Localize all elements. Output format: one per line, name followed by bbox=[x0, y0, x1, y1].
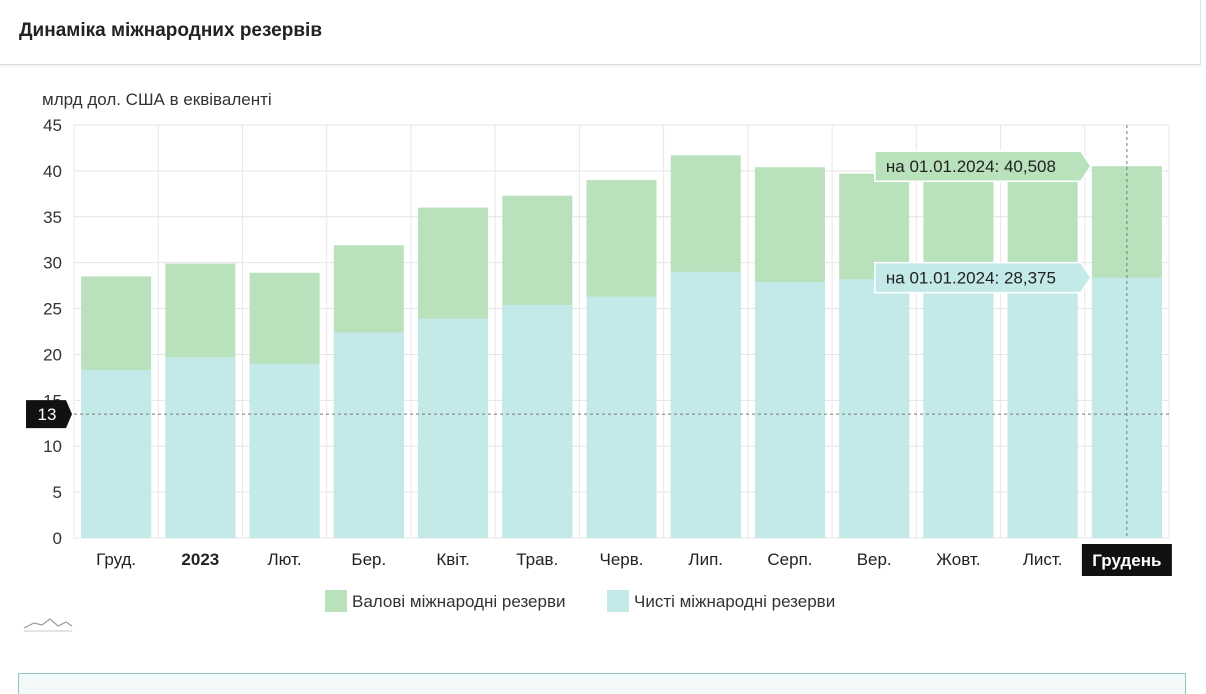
x-tick-label: Лист. bbox=[1023, 550, 1063, 569]
page-title: Динаміка міжнародних резервів bbox=[19, 20, 322, 41]
reserves-chart: 051015202530354045млрд дол. США в еквіва… bbox=[26, 90, 1172, 612]
bar-net-1[interactable] bbox=[165, 357, 236, 538]
x-tick-label-highlighted: Грудень bbox=[1092, 551, 1161, 570]
bar-net-11[interactable] bbox=[1007, 281, 1078, 538]
crosshair-y-badge bbox=[26, 400, 72, 429]
bar-net-10[interactable] bbox=[923, 283, 994, 538]
chart-navigator-icon[interactable] bbox=[22, 616, 74, 634]
y-tick-label: 35 bbox=[43, 208, 62, 227]
x-tick-label: Бер. bbox=[351, 550, 386, 569]
tooltip-box-1 bbox=[874, 261, 1092, 294]
x-tick-label: Лют. bbox=[267, 550, 301, 569]
bar-net-2[interactable] bbox=[249, 363, 320, 538]
x-tick-label: Лип. bbox=[688, 550, 723, 569]
tooltip-label-0: на 01.01.2024: 40,508 bbox=[886, 157, 1056, 176]
x-tick-label: Груд. bbox=[96, 550, 136, 569]
y-tick-label: 5 bbox=[53, 483, 62, 502]
y-tick-label: 40 bbox=[43, 162, 62, 181]
bar-net-5[interactable] bbox=[502, 304, 573, 538]
bar-net-8[interactable] bbox=[754, 281, 825, 538]
bar-net-7[interactable] bbox=[670, 271, 741, 538]
legend-label-net[interactable]: Чисті міжнародні резерви bbox=[634, 592, 835, 611]
legend-swatch-gross[interactable] bbox=[325, 590, 347, 612]
y-tick-label: 45 bbox=[43, 116, 62, 135]
info-panel bbox=[18, 673, 1186, 694]
legend-label-gross[interactable]: Валові міжнародні резерви bbox=[352, 592, 566, 611]
tooltip-box-0 bbox=[874, 150, 1092, 182]
x-tick-label: 2023 bbox=[181, 550, 219, 569]
x-tick-label: Черв. bbox=[600, 550, 644, 569]
x-tick-label: Вер. bbox=[857, 550, 892, 569]
bar-net-3[interactable] bbox=[333, 332, 404, 538]
x-label-highlight-box bbox=[1081, 544, 1172, 576]
y-axis-label: млрд дол. США в еквіваленті bbox=[42, 90, 272, 109]
y-tick-label: 0 bbox=[53, 529, 62, 548]
x-tick-label: Квіт. bbox=[436, 550, 469, 569]
legend-swatch-net[interactable] bbox=[607, 590, 629, 612]
bar-net-0[interactable] bbox=[81, 370, 152, 538]
y-tick-label: 20 bbox=[43, 345, 62, 364]
y-tick-label: 10 bbox=[43, 437, 62, 456]
panel-header: Динаміка міжнародних резервів bbox=[0, 0, 1201, 65]
x-tick-label: Серп. bbox=[767, 550, 812, 569]
bar-net-9[interactable] bbox=[839, 279, 910, 538]
crosshair-y-label: 13 bbox=[38, 405, 57, 424]
x-tick-label: Трав. bbox=[516, 550, 558, 569]
bar-net-6[interactable] bbox=[586, 296, 657, 538]
y-tick-label: 25 bbox=[43, 300, 62, 319]
x-tick-label: Жовт. bbox=[936, 550, 980, 569]
tooltip-label-1: на 01.01.2024: 28,375 bbox=[886, 269, 1056, 288]
y-tick-label: 30 bbox=[43, 254, 62, 273]
bar-net-4[interactable] bbox=[418, 318, 489, 538]
